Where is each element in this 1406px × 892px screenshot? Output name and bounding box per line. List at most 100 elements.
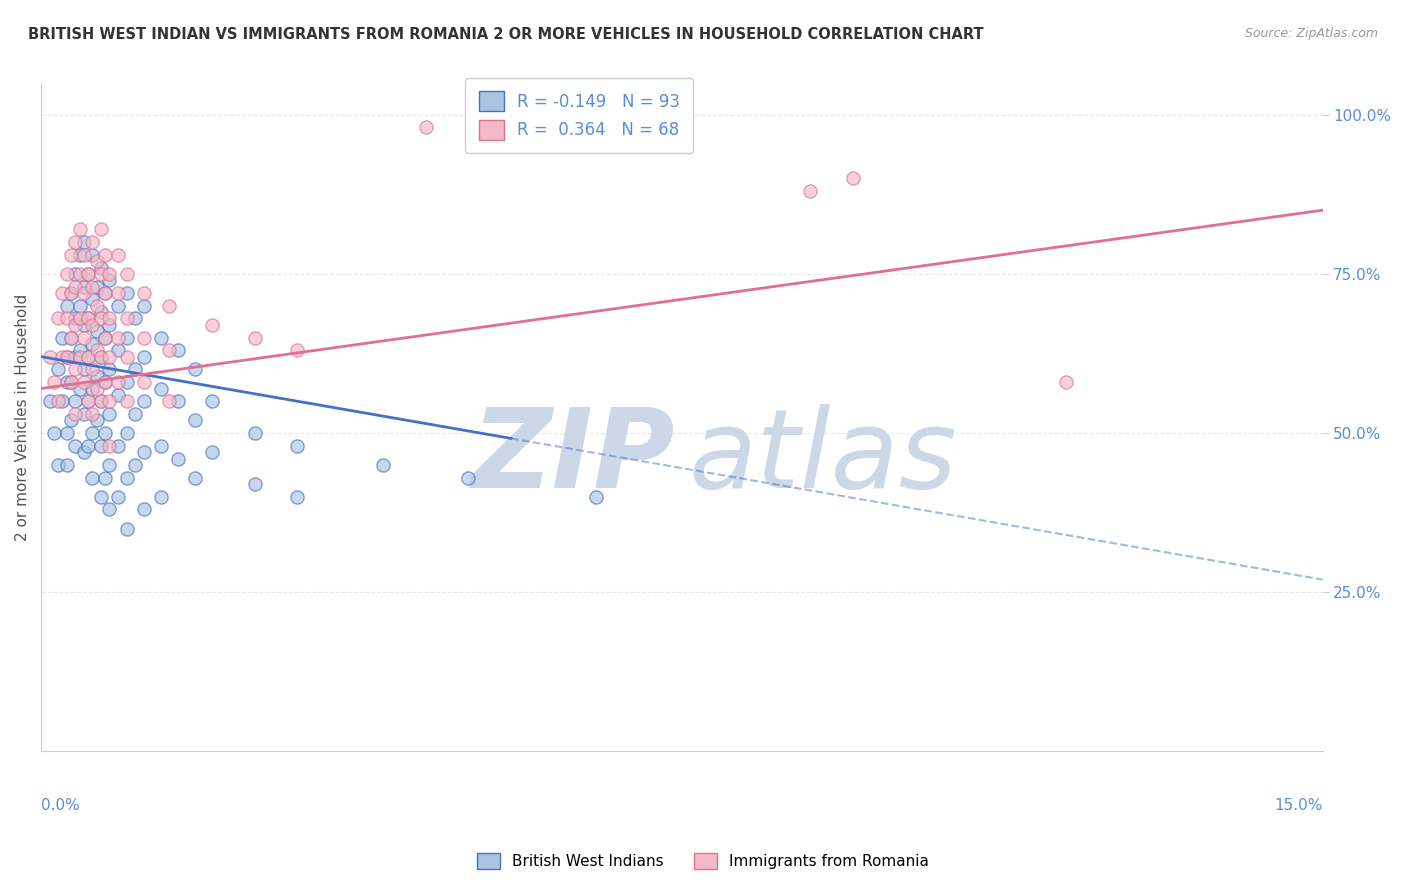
Point — [55, 458, 77, 472]
Point — [86, 299, 108, 313]
Point — [60, 330, 83, 344]
Point — [132, 502, 155, 516]
Point — [115, 426, 138, 441]
Point — [77, 394, 100, 409]
Point — [98, 502, 121, 516]
Point — [132, 375, 155, 389]
Point — [73, 330, 96, 344]
Point — [124, 407, 146, 421]
Point — [60, 285, 83, 300]
Point — [82, 407, 104, 421]
Point — [149, 382, 172, 396]
Point — [86, 413, 108, 427]
Point — [73, 445, 96, 459]
Point — [90, 311, 112, 326]
Point — [107, 343, 129, 358]
Legend: British West Indians, Immigrants from Romania: British West Indians, Immigrants from Ro… — [471, 847, 935, 875]
Point — [132, 285, 155, 300]
Point — [287, 343, 309, 358]
Text: 0.0%: 0.0% — [41, 798, 80, 814]
Text: BRITISH WEST INDIAN VS IMMIGRANTS FROM ROMANIA 2 OR MORE VEHICLES IN HOUSEHOLD C: BRITISH WEST INDIAN VS IMMIGRANTS FROM R… — [28, 27, 984, 42]
Point — [60, 248, 83, 262]
Point — [46, 458, 69, 472]
Point — [82, 293, 104, 307]
Point — [73, 235, 96, 249]
Point — [82, 337, 104, 351]
Point — [65, 311, 87, 326]
Point — [98, 273, 121, 287]
Point — [38, 394, 60, 409]
Point — [287, 490, 309, 504]
Point — [60, 375, 83, 389]
Point — [94, 285, 117, 300]
Point — [90, 490, 112, 504]
Point — [77, 311, 100, 326]
Point — [69, 343, 91, 358]
Point — [86, 368, 108, 383]
Point — [415, 120, 437, 135]
Point — [157, 343, 180, 358]
Point — [132, 394, 155, 409]
Point — [73, 318, 96, 332]
Point — [65, 407, 87, 421]
Text: ZIP: ZIP — [472, 404, 675, 511]
Point — [115, 375, 138, 389]
Point — [77, 267, 100, 281]
Point — [184, 413, 207, 427]
Point — [107, 439, 129, 453]
Point — [107, 285, 129, 300]
Point — [115, 394, 138, 409]
Point — [90, 260, 112, 275]
Point — [46, 394, 69, 409]
Point — [457, 470, 479, 484]
Point — [60, 413, 83, 427]
Point — [149, 330, 172, 344]
Point — [149, 490, 172, 504]
Point — [98, 394, 121, 409]
Point — [90, 267, 112, 281]
Point — [60, 375, 83, 389]
Point — [82, 470, 104, 484]
Point — [51, 285, 73, 300]
Point — [55, 426, 77, 441]
Point — [51, 350, 73, 364]
Point — [132, 350, 155, 364]
Point — [90, 222, 112, 236]
Point — [90, 350, 112, 364]
Point — [585, 490, 607, 504]
Point — [69, 311, 91, 326]
Text: 15.0%: 15.0% — [1274, 798, 1323, 814]
Point — [98, 362, 121, 376]
Point — [55, 350, 77, 364]
Point — [90, 350, 112, 364]
Point — [90, 394, 112, 409]
Point — [69, 350, 91, 364]
Point — [55, 299, 77, 313]
Point — [124, 458, 146, 472]
Point — [115, 285, 138, 300]
Point — [46, 311, 69, 326]
Point — [73, 285, 96, 300]
Point — [69, 267, 91, 281]
Point — [86, 254, 108, 268]
Point — [115, 330, 138, 344]
Point — [77, 394, 100, 409]
Point — [38, 350, 60, 364]
Point — [82, 279, 104, 293]
Point — [46, 362, 69, 376]
Point — [201, 318, 224, 332]
Point — [82, 382, 104, 396]
Point — [166, 343, 188, 358]
Point — [201, 394, 224, 409]
Point — [65, 394, 87, 409]
Point — [94, 330, 117, 344]
Point — [107, 299, 129, 313]
Point — [201, 445, 224, 459]
Point — [69, 222, 91, 236]
Point — [55, 350, 77, 364]
Point — [287, 439, 309, 453]
Point — [115, 470, 138, 484]
Point — [55, 375, 77, 389]
Point — [69, 382, 91, 396]
Point — [115, 522, 138, 536]
